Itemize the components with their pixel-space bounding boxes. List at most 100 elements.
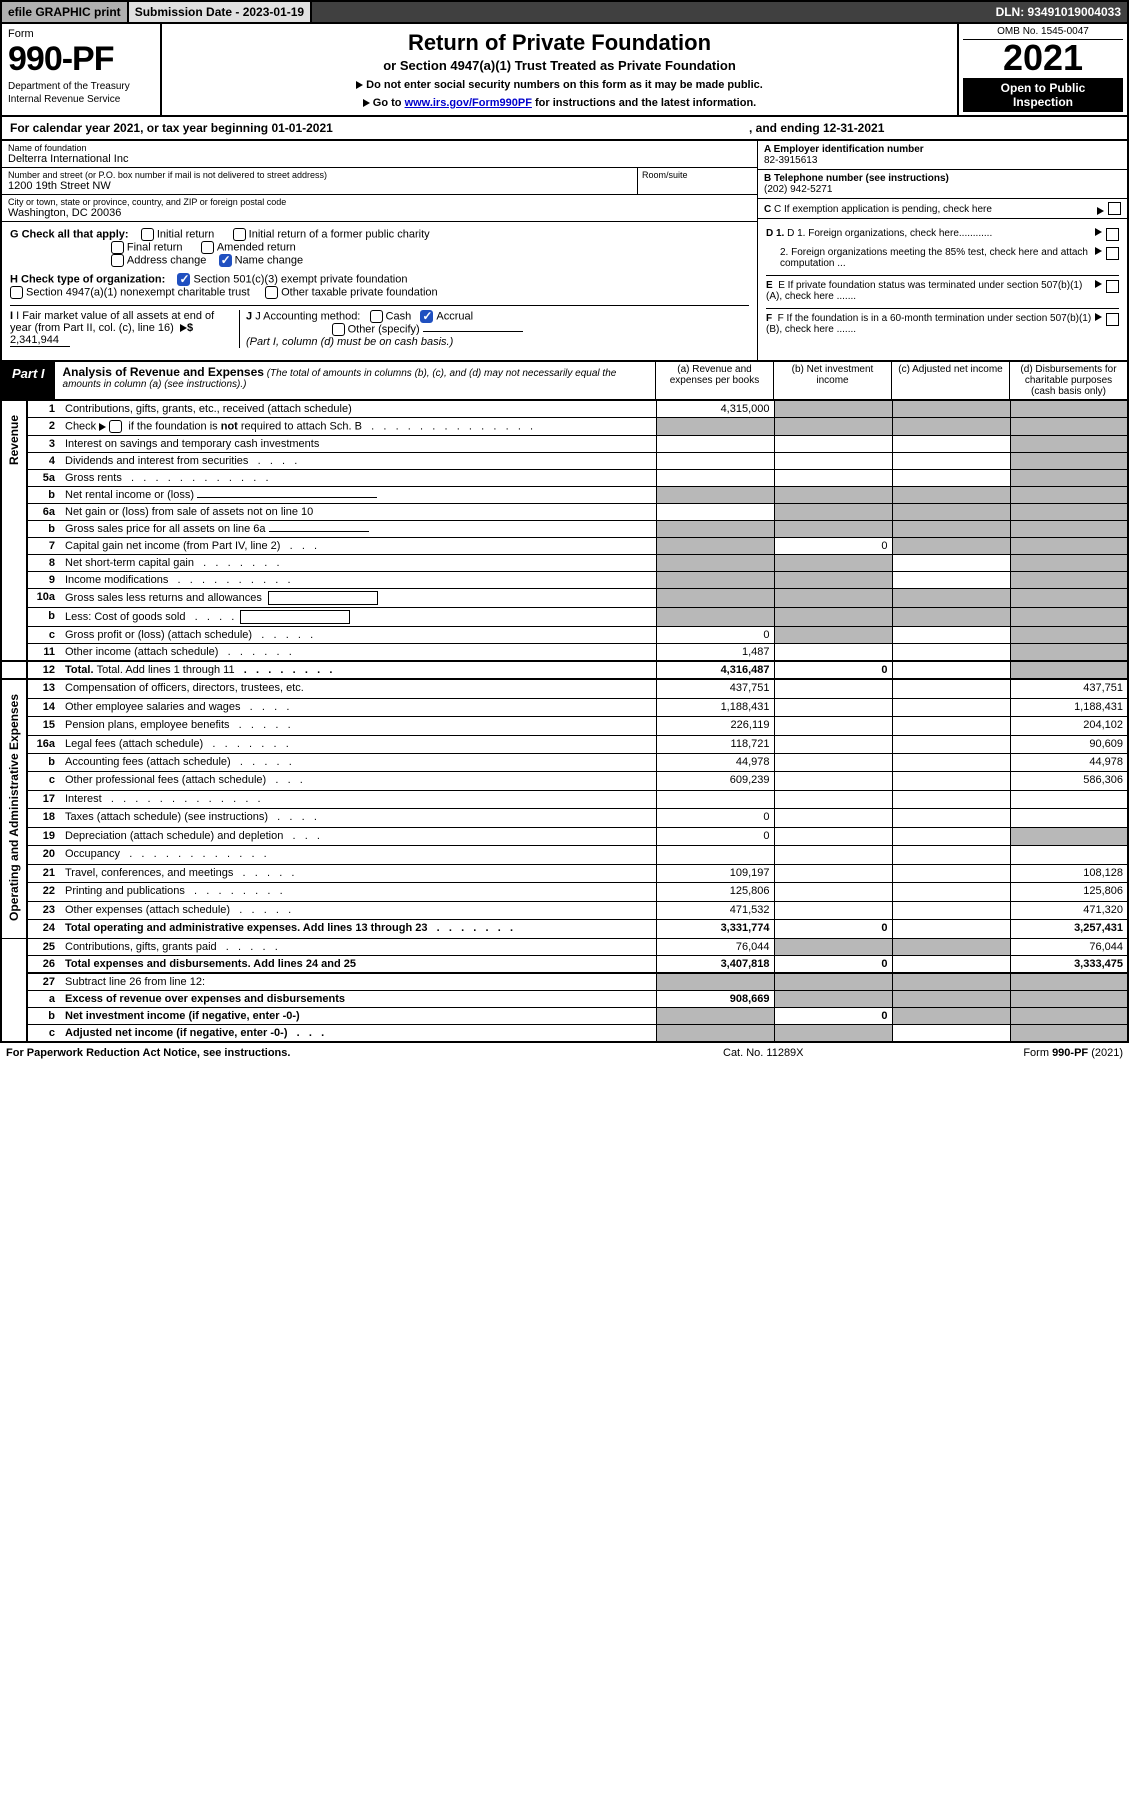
row-17: 17Interest . . . . . . . . . . . . . xyxy=(1,790,1128,808)
note-ssn: Do not enter social security numbers on … xyxy=(172,79,947,91)
checkbox-d1[interactable] xyxy=(1106,228,1119,241)
arrow-icon xyxy=(99,423,106,431)
page-footer: For Paperwork Reduction Act Notice, see … xyxy=(0,1043,1129,1063)
row-2: 2 Check if the foundation is not require… xyxy=(1,418,1128,436)
phone-row: B Telephone number (see instructions) (2… xyxy=(758,170,1127,199)
arrow-icon xyxy=(1095,247,1102,255)
part-1-tab: Part I xyxy=(2,362,55,399)
d2-row: 2. Foreign organizations meeting the 85%… xyxy=(766,247,1119,269)
e-row: E E If private foundation status was ter… xyxy=(766,275,1119,302)
efile-graphic-print: efile GRAPHIC print xyxy=(2,2,129,22)
foundation-name-row: Name of foundation Delterra Internationa… xyxy=(2,141,757,168)
ein-row: A Employer identification number 82-3915… xyxy=(758,141,1127,170)
dept-treasury: Department of the Treasury xyxy=(8,81,154,92)
row-13: Operating and Administrative Expenses 13… xyxy=(1,679,1128,698)
checkbox-4947[interactable] xyxy=(10,286,23,299)
phone-value: (202) 942-5271 xyxy=(764,184,1121,195)
row-25: 25Contributions, gifts, grants paid . . … xyxy=(1,938,1128,955)
header-right: OMB No. 1545-0047 2021 Open to PublicIns… xyxy=(957,24,1127,115)
checkbox-name-change[interactable] xyxy=(219,254,232,267)
row-5a: 5aGross rents . . . . . . . . . . . . xyxy=(1,470,1128,487)
arrow-icon xyxy=(1095,313,1102,321)
checkbox-d2[interactable] xyxy=(1106,247,1119,260)
form-subtitle: or Section 4947(a)(1) Trust Treated as P… xyxy=(172,58,947,73)
arrow-icon xyxy=(180,324,187,332)
row-11: 11Other income (attach schedule) . . . .… xyxy=(1,644,1128,662)
row-27: 27Subtract line 26 from line 12: xyxy=(1,973,1128,991)
col-a-header: (a) Revenue and expenses per books xyxy=(655,362,773,399)
checkbox-final-return[interactable] xyxy=(111,241,124,254)
checkbox-other-taxable[interactable] xyxy=(265,286,278,299)
cal-year-begin: For calendar year 2021, or tax year begi… xyxy=(10,121,749,135)
dln: DLN: 93491019004033 xyxy=(990,2,1127,22)
row-9: 9Income modifications . . . . . . . . . … xyxy=(1,572,1128,589)
fmv-value: 2,341,944 xyxy=(10,334,70,347)
form-word: Form xyxy=(8,28,154,40)
col-c-header: (c) Adjusted net income xyxy=(891,362,1009,399)
calendar-year-row: For calendar year 2021, or tax year begi… xyxy=(0,117,1129,141)
row-10a: 10aGross sales less returns and allowanc… xyxy=(1,589,1128,608)
col-b-header: (b) Net investment income xyxy=(773,362,891,399)
form-id-block: Form 990-PF Department of the Treasury I… xyxy=(2,24,162,115)
address-label: Number and street (or P.O. box number if… xyxy=(8,170,631,180)
checkbox-e[interactable] xyxy=(1106,280,1119,293)
checkbox-501c3[interactable] xyxy=(177,273,190,286)
checkbox-sch-b[interactable] xyxy=(109,420,122,433)
row-16b: bAccounting fees (attach schedule) . . .… xyxy=(1,753,1128,771)
irs-link[interactable]: www.irs.gov/Form990PF xyxy=(405,97,532,109)
col-d-header: (d) Disbursements for charitable purpose… xyxy=(1009,362,1127,399)
checkbox-f[interactable] xyxy=(1106,313,1119,326)
checkbox-other-method[interactable] xyxy=(332,323,345,336)
form-header: Form 990-PF Department of the Treasury I… xyxy=(0,24,1129,117)
row-27c: cAdjusted net income (if negative, enter… xyxy=(1,1024,1128,1042)
row-23: 23Other expenses (attach schedule) . . .… xyxy=(1,901,1128,919)
row-24: 24Total operating and administrative exp… xyxy=(1,920,1128,939)
checkbox-amended-return[interactable] xyxy=(201,241,214,254)
f-row: F F If the foundation is in a 60-month t… xyxy=(766,308,1119,335)
irs: Internal Revenue Service xyxy=(8,94,154,105)
part-1-desc: Analysis of Revenue and Expenses (The to… xyxy=(55,362,655,399)
form-title: Return of Private Foundation xyxy=(172,30,947,56)
row-27a: aExcess of revenue over expenses and dis… xyxy=(1,990,1128,1007)
cash-basis-note: (Part I, column (d) must be on cash basi… xyxy=(246,336,453,348)
part-1-header: Part I Analysis of Revenue and Expenses … xyxy=(0,362,1129,400)
row-10c: cGross profit or (loss) (attach schedule… xyxy=(1,627,1128,644)
arrow-icon xyxy=(356,81,363,89)
ein-label: A Employer identification number xyxy=(764,144,924,155)
foundation-name-label: Name of foundation xyxy=(8,143,751,153)
phone-label: B Telephone number (see instructions) xyxy=(764,173,949,184)
row-5b: bNet rental income or (loss) xyxy=(1,487,1128,504)
checkbox-cash[interactable] xyxy=(370,310,383,323)
row-18: 18Taxes (attach schedule) (see instructi… xyxy=(1,809,1128,827)
form-footer: Form 990-PF (2021) xyxy=(923,1047,1123,1059)
row-4: 4Dividends and interest from securities … xyxy=(1,453,1128,470)
foundation-name: Delterra International Inc xyxy=(8,153,751,165)
note-goto: Go to www.irs.gov/Form990PF for instruct… xyxy=(172,97,947,109)
address-row: Number and street (or P.O. box number if… xyxy=(2,168,637,195)
checkbox-accrual[interactable] xyxy=(420,310,433,323)
checkbox-c[interactable] xyxy=(1108,202,1121,215)
ein-value: 82-3915613 xyxy=(764,155,1121,166)
tax-year: 2021 xyxy=(963,40,1123,76)
row-6b: bGross sales price for all assets on lin… xyxy=(1,521,1128,538)
checkbox-address-change[interactable] xyxy=(111,254,124,267)
topbar-spacer xyxy=(312,2,989,22)
i-block: I I Fair market value of all assets at e… xyxy=(10,310,240,348)
h-row: H Check type of organization: Section 50… xyxy=(10,273,749,299)
row-15: 15Pension plans, employee benefits . . .… xyxy=(1,717,1128,735)
row-8: 8Net short-term capital gain . . . . . .… xyxy=(1,555,1128,572)
checkbox-initial-former[interactable] xyxy=(233,228,246,241)
arrow-icon xyxy=(1097,207,1104,215)
inline-box-10b xyxy=(240,610,350,624)
submission-date: Submission Date - 2023-01-19 xyxy=(129,2,312,22)
cal-year-end: , and ending 12-31-2021 xyxy=(749,121,1119,135)
inline-box-10a xyxy=(268,591,378,605)
row-3: 3Interest on savings and temporary cash … xyxy=(1,436,1128,453)
part-1-table: Revenue 1 Contributions, gifts, grants, … xyxy=(0,400,1129,1043)
row-10b: bLess: Cost of goods sold . . . . xyxy=(1,608,1128,627)
checkbox-initial-return[interactable] xyxy=(141,228,154,241)
row-19: 19Depreciation (attach schedule) and dep… xyxy=(1,827,1128,845)
row-6a: 6aNet gain or (loss) from sale of assets… xyxy=(1,504,1128,521)
j-block: J J Accounting method: Cash Accrual Othe… xyxy=(240,310,749,348)
check-block: G Check all that apply: Initial return I… xyxy=(0,222,1129,362)
